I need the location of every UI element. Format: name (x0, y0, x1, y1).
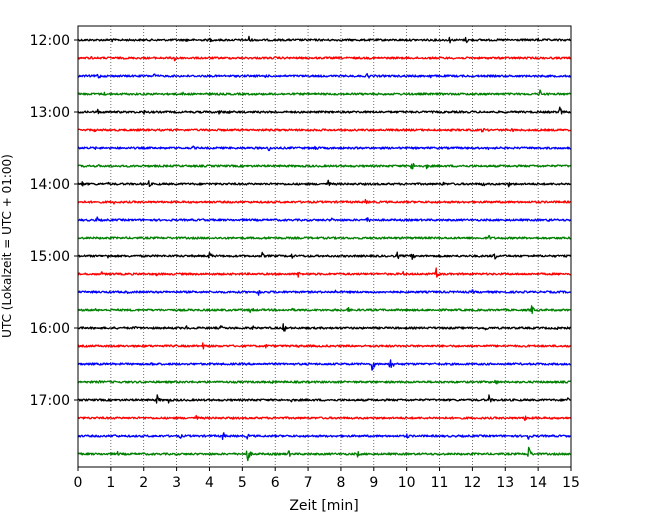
x-tick-label: 4 (205, 475, 214, 491)
trace-1645 (77, 379, 571, 385)
x-tick-label: 13 (496, 475, 514, 491)
x-tick-label: 6 (271, 475, 280, 491)
trace-1745 (77, 446, 571, 462)
seismogram-traces (77, 35, 572, 462)
y-tick-label: 13:00 (30, 105, 70, 121)
trace-1515 (77, 267, 571, 278)
x-tick-label: 12 (463, 475, 481, 491)
x-axis-label: Zeit [min] (289, 498, 358, 514)
x-tick-label: 3 (172, 475, 181, 491)
trace-1245 (77, 89, 571, 96)
trace-1200 (77, 35, 571, 44)
trace-1715 (77, 414, 572, 422)
x-tick-label: 0 (74, 475, 83, 491)
y-tick-label: 14:00 (30, 177, 70, 193)
x-tick-label: 9 (369, 475, 378, 491)
trace-1700 (77, 394, 571, 404)
trace-1615 (77, 342, 572, 350)
trace-1230 (77, 73, 572, 79)
x-tick-label: 2 (139, 475, 148, 491)
x-tick-label: 10 (398, 475, 416, 491)
trace-1730 (77, 432, 571, 441)
trace-1345 (77, 162, 572, 170)
trace-1415 (77, 198, 571, 205)
trace-1400 (77, 179, 571, 188)
y-axis-ticks: 12:00 13:00 14:00 15:00 16:00 17:00 (30, 33, 78, 409)
y-tick-label: 15:00 (30, 249, 70, 265)
plot-frame (77, 25, 572, 468)
x-tick-label: 8 (336, 475, 345, 491)
x-tick-label: 15 (562, 475, 580, 491)
trace-1430 (77, 216, 572, 223)
trace-1330 (77, 145, 571, 152)
x-axis-ticks: 0 1 2 3 4 5 6 7 8 9 10 11 12 13 14 15 (74, 467, 580, 491)
trace-1445 (77, 234, 571, 240)
trace-1530 (77, 289, 571, 296)
y-tick-label: 17:00 (30, 393, 70, 409)
trace-1545 (77, 305, 572, 315)
x-tick-label: 14 (529, 475, 547, 491)
trace-1300 (77, 106, 572, 115)
trace-1215 (77, 56, 572, 62)
y-axis-label: UTC (Lokalzeit = UTC + 01:00) (0, 154, 14, 338)
x-tick-label: 11 (431, 475, 449, 491)
x-tick-label: 1 (106, 475, 115, 491)
trace-1600 (77, 323, 571, 332)
y-tick-label: 12:00 (30, 33, 70, 49)
x-tick-label: 7 (304, 475, 313, 491)
trace-1630 (77, 359, 571, 371)
trace-1315 (77, 127, 571, 133)
y-tick-label: 16:00 (30, 321, 70, 337)
trace-1500 (77, 251, 572, 260)
x-tick-label: 5 (238, 475, 247, 491)
